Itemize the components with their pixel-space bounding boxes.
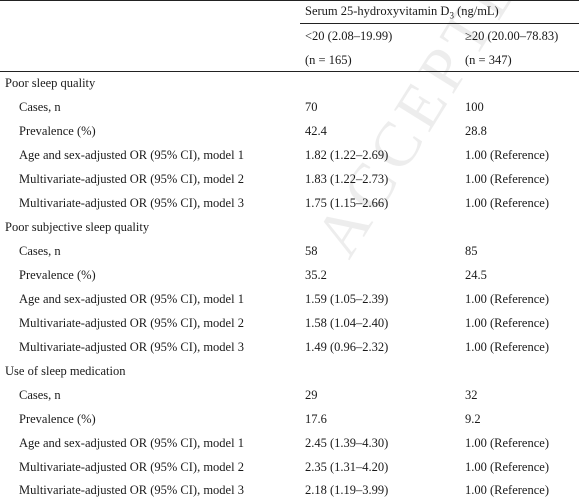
row-low-value: 35.2 [305, 268, 327, 282]
row-low-value: 42.4 [305, 124, 327, 138]
col-low-range-header: <20 (2.08–19.99) [305, 29, 393, 43]
row-label: Multivariate-adjusted OR (95% CI), model… [19, 460, 244, 474]
row-high-value: 1.00 (Reference) [465, 460, 549, 474]
column-group-header: Serum 25-hydroxyvitamin D3 (ng/mL) [305, 4, 499, 21]
row-label: Multivariate-adjusted OR (95% CI), model… [19, 172, 244, 186]
row-high-value: 9.2 [465, 412, 481, 426]
row-high-value: 1.00 (Reference) [465, 292, 549, 306]
row-label: Cases, n [19, 100, 61, 114]
row-low-value: 29 [305, 388, 318, 402]
row-label: Multivariate-adjusted OR (95% CI), model… [19, 316, 244, 330]
col-low-n-header: (n = 165) [305, 53, 352, 67]
row-high-value: 1.00 (Reference) [465, 436, 549, 450]
row-label: Age and sex-adjusted OR (95% CI), model … [19, 436, 244, 450]
row-label: Prevalence (%) [19, 124, 96, 138]
row-low-value: 58 [305, 244, 318, 258]
row-low-value: 1.75 (1.15–2.66) [305, 196, 389, 210]
row-low-value: 2.18 (1.19–3.99) [305, 483, 389, 497]
row-high-value: 1.00 (Reference) [465, 483, 549, 497]
row-high-value: 1.00 (Reference) [465, 316, 549, 330]
row-label: Multivariate-adjusted OR (95% CI), model… [19, 340, 244, 354]
section-title: Use of sleep medication [5, 364, 126, 378]
row-high-value: 1.00 (Reference) [465, 148, 549, 162]
row-high-value: 32 [465, 388, 478, 402]
row-high-value: 100 [465, 100, 484, 114]
section-title: Poor subjective sleep quality [5, 220, 150, 234]
row-label: Age and sex-adjusted OR (95% CI), model … [19, 292, 244, 306]
row-low-value: 17.6 [305, 412, 327, 426]
row-label: Prevalence (%) [19, 412, 96, 426]
row-low-value: 1.59 (1.05–2.39) [305, 292, 389, 306]
row-high-value: 24.5 [465, 268, 487, 282]
top-rule [0, 0, 579, 1]
row-low-value: 1.82 (1.22–2.69) [305, 148, 389, 162]
row-label: Cases, n [19, 244, 61, 258]
row-high-value: 85 [465, 244, 478, 258]
row-high-value: 1.00 (Reference) [465, 172, 549, 186]
section-title: Poor sleep quality [5, 76, 96, 90]
col-high-range-header: ≥20 (20.00–78.83) [465, 29, 559, 43]
row-high-value: 28.8 [465, 124, 487, 138]
row-label: Multivariate-adjusted OR (95% CI), model… [19, 196, 244, 210]
row-low-value: 1.58 (1.04–2.40) [305, 316, 389, 330]
row-high-value: 1.00 (Reference) [465, 196, 549, 210]
col-high-n-header: (n = 347) [465, 53, 512, 67]
row-low-value: 2.35 (1.31–4.20) [305, 460, 389, 474]
header-bottom-rule [0, 71, 579, 72]
row-label: Multivariate-adjusted OR (95% CI), model… [19, 483, 244, 497]
row-low-value: 1.83 (1.22–2.73) [305, 172, 389, 186]
row-low-value: 70 [305, 100, 318, 114]
row-label: Prevalence (%) [19, 268, 96, 282]
row-low-value: 2.45 (1.39–4.30) [305, 436, 389, 450]
row-label: Cases, n [19, 388, 61, 402]
row-high-value: 1.00 (Reference) [465, 340, 549, 354]
column-group-rule [300, 23, 579, 24]
row-low-value: 1.49 (0.96–2.32) [305, 340, 389, 354]
row-label: Age and sex-adjusted OR (95% CI), model … [19, 148, 244, 162]
